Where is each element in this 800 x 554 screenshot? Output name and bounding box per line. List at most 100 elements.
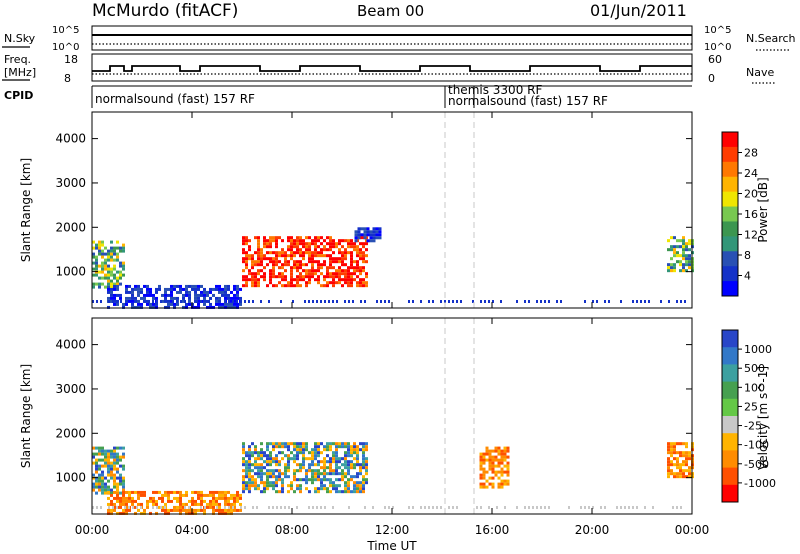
- velocity-cell: [245, 463, 248, 467]
- power-cell: [152, 305, 155, 309]
- power-cell: [354, 236, 358, 240]
- power-cell: [275, 260, 278, 264]
- velocity-cell: [179, 496, 182, 500]
- velocity-cell: [688, 457, 691, 461]
- power-cell: [119, 282, 122, 286]
- velocity-cell: [420, 506, 422, 509]
- power-cell: [119, 246, 122, 250]
- velocity-cell: [269, 484, 272, 488]
- velocity-cell: [167, 508, 170, 512]
- velocity-cell: [272, 469, 275, 473]
- velocity-cell: [503, 482, 507, 486]
- velocity-cell: [314, 475, 317, 479]
- velocity-y-tick-label: 4000: [55, 338, 86, 352]
- velocity-cell: [119, 499, 122, 503]
- power-cell: [196, 300, 198, 303]
- velocity-cell: [320, 478, 323, 482]
- velocity-cell: [122, 496, 125, 500]
- velocity-cell: [485, 479, 489, 483]
- velocity-colorbar-swatch: [722, 398, 738, 417]
- power-cell: [353, 248, 356, 252]
- velocity-cell: [269, 463, 272, 467]
- velocity-cell: [128, 493, 131, 497]
- velocity-cell: [497, 446, 501, 450]
- velocity-cell: [119, 511, 122, 515]
- power-cell: [176, 284, 179, 288]
- power-cell: [248, 245, 251, 249]
- velocity-cell: [332, 457, 335, 461]
- velocity-cell: [260, 469, 263, 473]
- power-cell: [676, 239, 679, 243]
- power-cell: [492, 300, 494, 303]
- power-cell: [524, 300, 526, 303]
- power-cell: [224, 302, 227, 306]
- velocity-cell: [479, 476, 483, 480]
- velocity-cell: [272, 460, 275, 464]
- velocity-cell: [260, 442, 263, 446]
- power-cell: [188, 284, 191, 288]
- power-cell: [107, 267, 110, 271]
- power-cell: [284, 275, 287, 279]
- power-cell: [280, 300, 282, 303]
- power-colorbar-swatch: [722, 221, 738, 237]
- power-cell: [113, 293, 116, 297]
- velocity-cell: [254, 487, 257, 491]
- power-cell: [360, 300, 362, 303]
- velocity-cell: [344, 466, 347, 470]
- power-y-tick-label: 2000: [55, 220, 86, 234]
- power-cell: [326, 248, 329, 252]
- power-cell: [269, 245, 272, 249]
- power-cell: [363, 227, 367, 231]
- power-cell: [269, 239, 272, 243]
- power-cell: [95, 255, 98, 259]
- velocity-cell: [155, 499, 158, 503]
- power-cell: [122, 264, 125, 268]
- power-cell: [369, 239, 373, 243]
- velocity-cell: [359, 466, 362, 470]
- velocity-cell: [98, 452, 101, 456]
- power-cell: [278, 260, 281, 264]
- velocity-cell: [137, 508, 140, 512]
- velocity-cell: [167, 490, 170, 494]
- velocity-cell: [491, 482, 495, 486]
- velocity-cell: [284, 466, 287, 470]
- velocity-cell: [182, 508, 185, 512]
- power-cell: [233, 299, 236, 303]
- power-cell: [293, 284, 296, 288]
- power-cell: [266, 239, 269, 243]
- power-cell: [182, 293, 185, 297]
- power-cell: [359, 269, 362, 273]
- power-cell: [158, 287, 161, 291]
- velocity-cell: [679, 466, 682, 470]
- power-cell: [284, 269, 287, 273]
- velocity-cell: [308, 506, 310, 509]
- power-cell: [116, 276, 119, 280]
- velocity-cell: [506, 482, 510, 486]
- power-cell: [257, 257, 260, 261]
- velocity-cell: [260, 448, 263, 452]
- power-cell: [203, 287, 206, 291]
- power-cell: [338, 251, 341, 255]
- velocity-cell: [269, 472, 272, 476]
- velocity-cell: [245, 469, 248, 473]
- power-colorbar-swatch: [722, 281, 738, 297]
- velocity-cell: [260, 490, 263, 494]
- velocity-cell: [670, 454, 673, 458]
- power-cell: [338, 281, 341, 285]
- power-cell: [128, 290, 131, 294]
- velocity-cell: [359, 463, 362, 467]
- power-cell: [323, 245, 326, 249]
- velocity-cell: [324, 506, 326, 509]
- velocity-cell: [244, 506, 246, 509]
- velocity-cell: [287, 490, 290, 494]
- velocity-cell: [245, 484, 248, 488]
- power-cell: [293, 245, 296, 249]
- velocity-colorbar-swatch: [722, 467, 738, 486]
- velocity-cell: [98, 488, 101, 492]
- velocity-cell: [326, 454, 329, 458]
- velocity-cell: [116, 511, 119, 515]
- power-cell: [143, 284, 146, 288]
- power-cell: [108, 300, 110, 303]
